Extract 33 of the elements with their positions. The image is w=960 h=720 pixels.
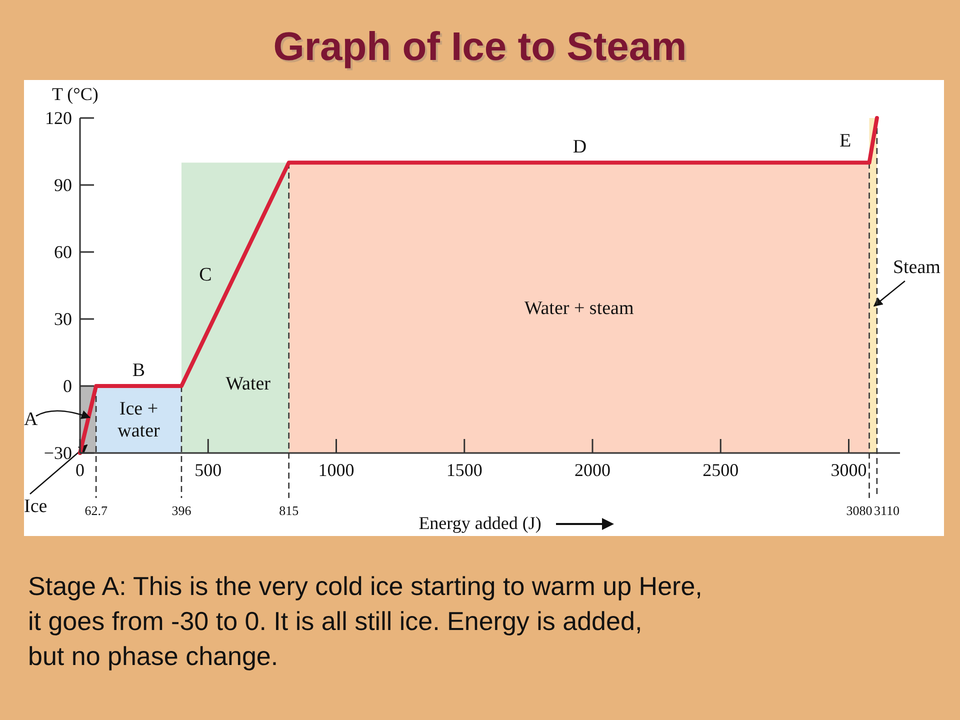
x-tick-label: 1500 [446, 460, 482, 480]
y-tick-label: 30 [54, 309, 72, 329]
ref-line-label: 3080 [846, 503, 872, 518]
y-tick-label: 60 [54, 242, 72, 262]
line-series [78, 116, 879, 455]
ref-line-label: 815 [279, 503, 299, 518]
annotation: A [24, 409, 38, 430]
annotation: E [839, 130, 852, 152]
band-label: Water + steam [524, 298, 634, 319]
x-tick-label: 500 [194, 460, 222, 480]
x-tick-label: 2500 [702, 460, 739, 480]
y-tick-label: 120 [45, 108, 72, 128]
band-label: Steam [892, 257, 941, 278]
ref-line-label: 62.7 [84, 503, 108, 518]
ref-line-label: 3110 [874, 503, 900, 518]
y-tick-label: 90 [54, 175, 72, 195]
annotation: D [572, 136, 587, 158]
annotation: C [199, 264, 212, 286]
text: Stage A: This is the very cold ice starting to warm up Here, it goes from -30 to 0. It is all still ice. Energy is added, but no phase change. [28, 571, 702, 671]
ref-line-label: 396 [172, 503, 192, 518]
x-axis-title: Energy added (J) [418, 513, 542, 533]
band-label: Ice + water [118, 398, 161, 442]
x-tick-label: 1000 [318, 460, 354, 480]
band-label: Water [226, 373, 272, 394]
y-tick-label: 0 [63, 376, 72, 396]
x-tick-label: 3000 [830, 460, 867, 480]
annotation: B [132, 360, 146, 381]
y-axis-title: T (°C) [52, 84, 98, 104]
band-label: Ice [24, 496, 48, 517]
x-tick-label: 2000 [574, 460, 610, 480]
chart-title: Graph of Ice to Steam [275, 27, 689, 71]
y-tick-label: −30 [44, 443, 72, 463]
x-tick-label: 0 [76, 460, 84, 480]
